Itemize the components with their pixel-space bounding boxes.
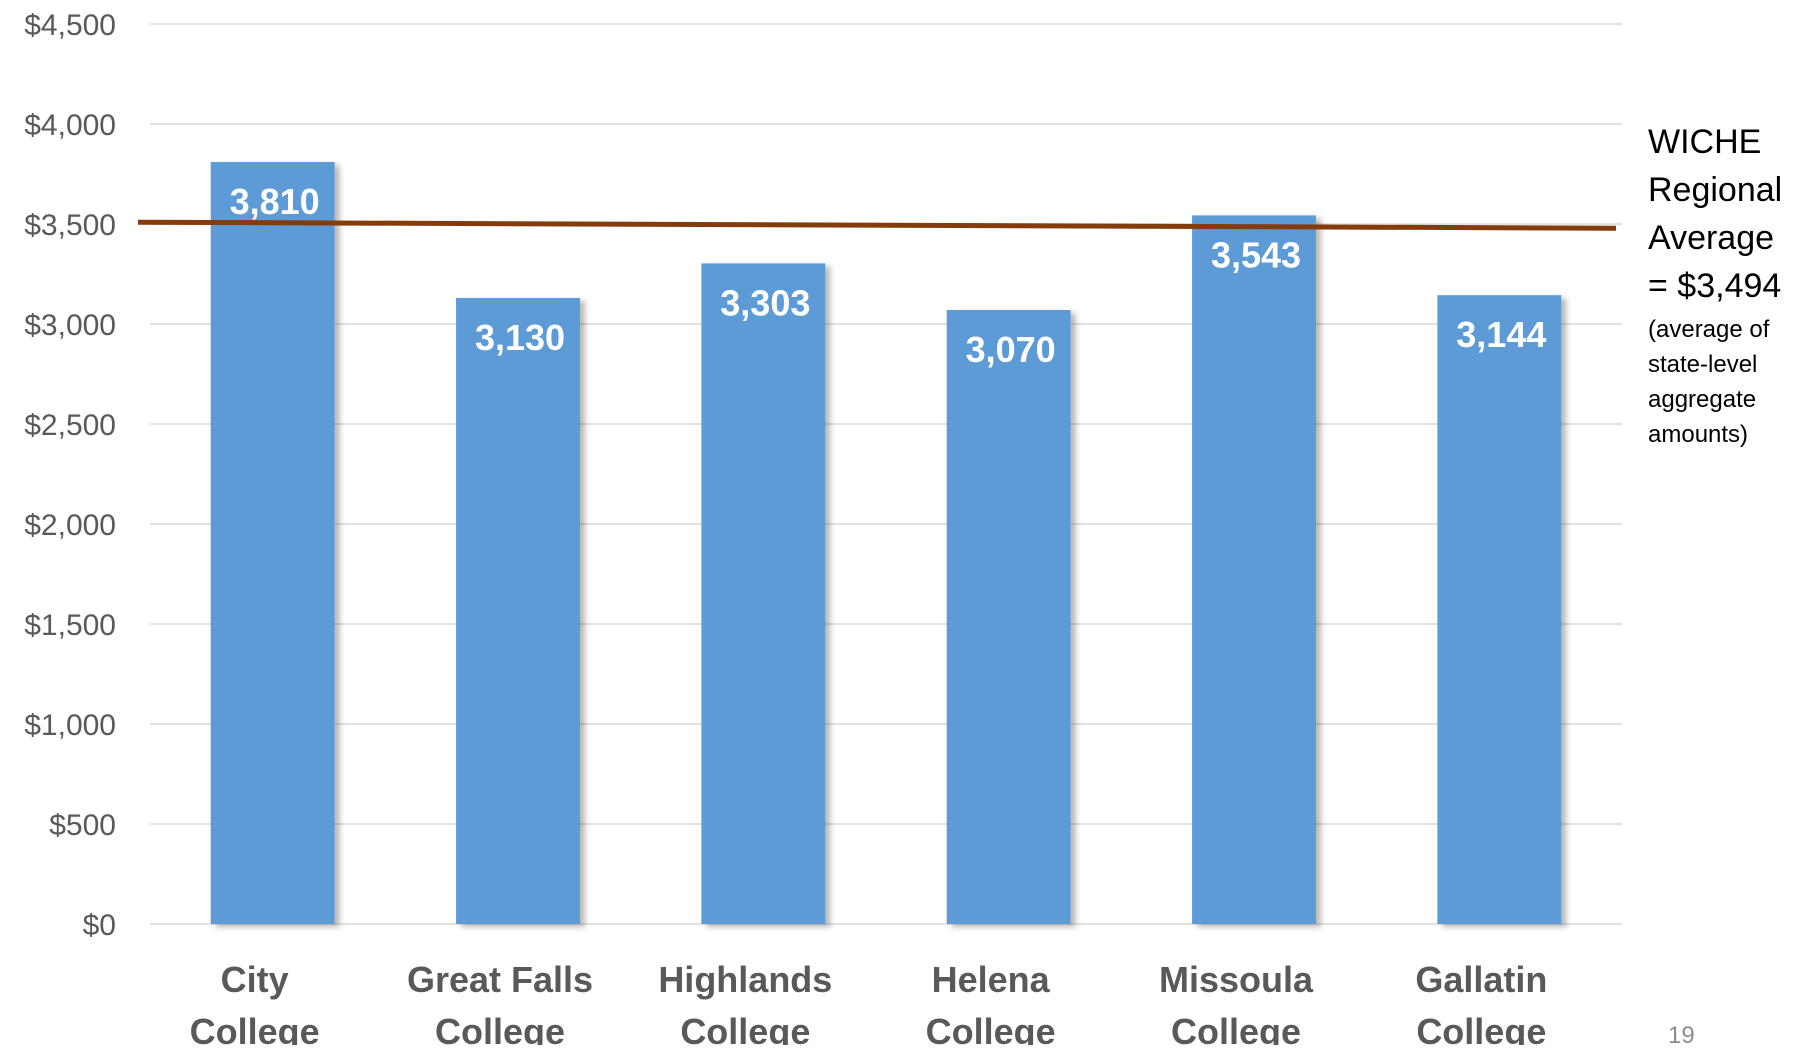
y-axis-tick-labels: $0 $500 $1,000 $1,500 $2,000 $2,500 $3,000 $3,5… <box>24 9 116 942</box>
data-label: 3,303 <box>720 282 810 323</box>
gridlines <box>150 23 1622 925</box>
y-tick-label: $1,500 <box>24 609 116 642</box>
y-tick-label: $1,000 <box>24 709 116 742</box>
data-labels: 3,810 3,130 3,303 3,070 3,543 3,144 <box>230 181 1547 370</box>
y-tick-label: $4,500 <box>24 9 116 42</box>
x-tick-label: Gallatin <box>1415 959 1547 1000</box>
y-tick-label: $0 <box>83 909 116 942</box>
x-tick-label: College <box>1416 1011 1546 1045</box>
x-tick-label: Missoula <box>1159 959 1314 1000</box>
x-tick-label: College <box>926 1011 1056 1045</box>
y-tick-label: $3,500 <box>24 209 116 242</box>
y-tick-label: $4,000 <box>24 109 116 142</box>
bars <box>210 162 1562 924</box>
bar <box>210 162 335 924</box>
x-tick-label: College <box>680 1011 810 1045</box>
bar <box>701 263 826 924</box>
reference-line-sublabel: (average of state-level aggregate amount… <box>1648 316 1770 448</box>
x-tick-label: Great Falls <box>407 959 593 1000</box>
reference-line-label: WICHE Regional Average = $3,494 <box>1648 123 1783 305</box>
reference-line <box>137 219 1617 231</box>
reference-line-annotation: WICHE Regional Average = $3,494 (average… <box>1648 118 1793 452</box>
data-label: 3,144 <box>1456 314 1546 355</box>
bar <box>1437 295 1562 924</box>
data-label: 3,070 <box>966 329 1056 370</box>
y-tick-label: $2,500 <box>24 409 116 442</box>
x-tick-label: College <box>190 1011 320 1045</box>
x-tick-label: Helena <box>932 959 1051 1000</box>
bar <box>456 298 580 924</box>
page-number: 19 <box>1668 1022 1695 1049</box>
bar <box>946 310 1071 924</box>
x-tick-label: College <box>435 1011 565 1045</box>
x-tick-label: City <box>221 959 289 1000</box>
data-label: 3,130 <box>475 317 565 358</box>
x-axis-category-labels: City College Great Falls College Highlands Co… <box>190 959 1548 1045</box>
bar <box>1192 215 1316 924</box>
reference-line-group <box>137 219 1617 231</box>
data-label: 3,810 <box>230 181 320 222</box>
data-label: 3,543 <box>1211 234 1301 275</box>
y-tick-label: $3,000 <box>24 309 116 342</box>
x-tick-label: College <box>1171 1011 1301 1045</box>
y-tick-label: $500 <box>49 809 116 842</box>
x-tick-label: Highlands <box>658 959 832 1000</box>
y-tick-label: $2,000 <box>24 509 116 542</box>
